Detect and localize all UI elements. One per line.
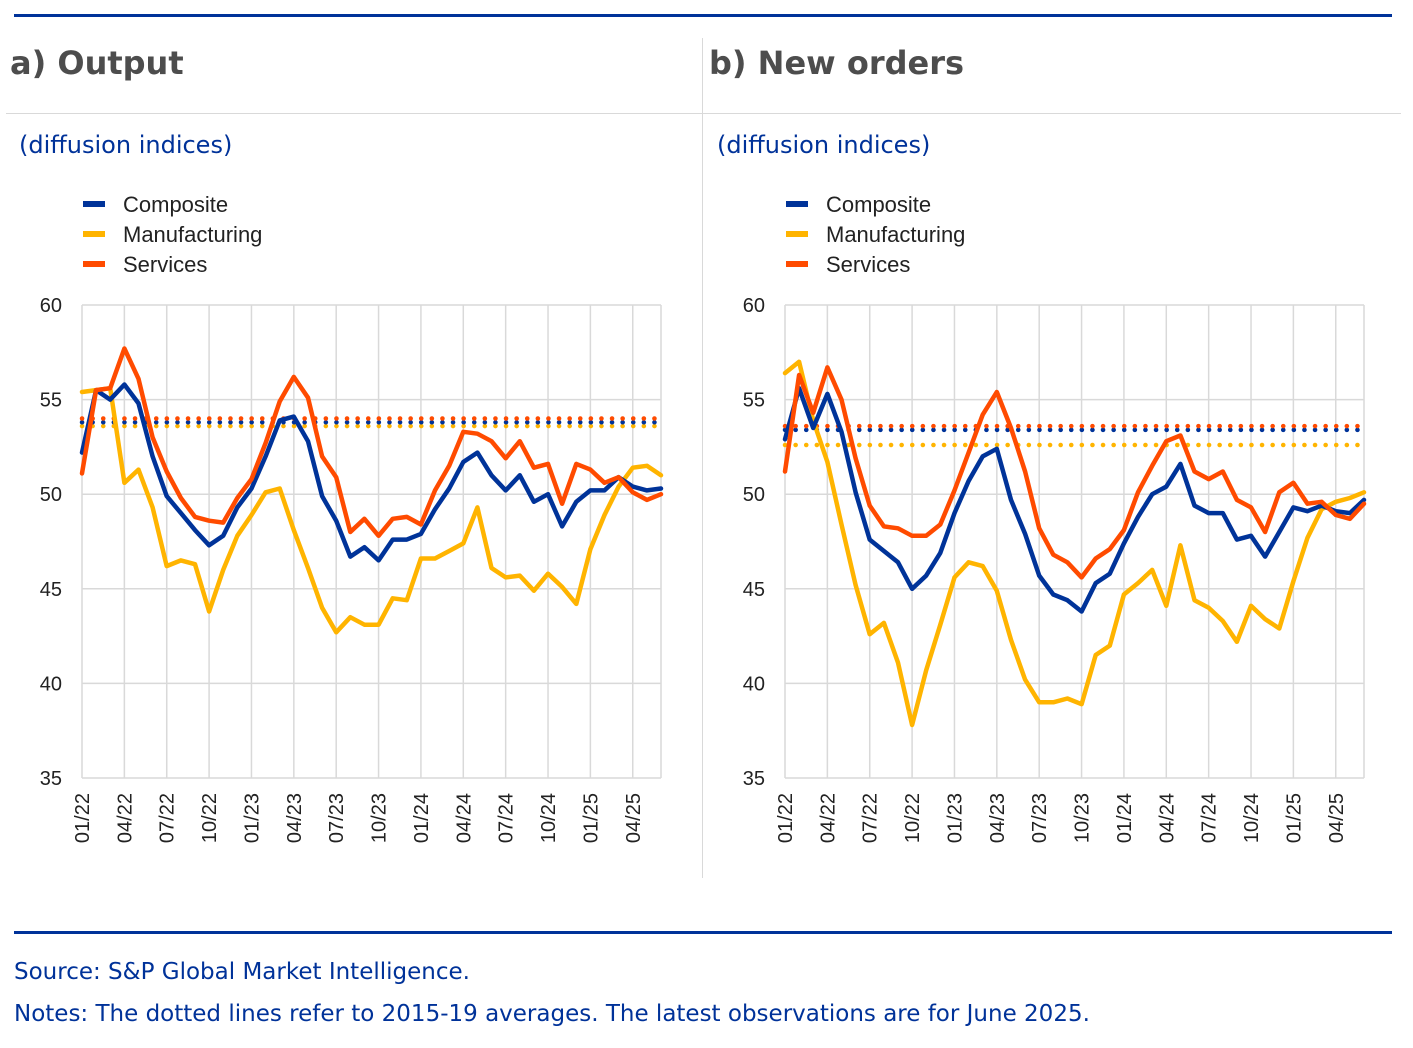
x-tick-label: 10/22: [902, 793, 924, 843]
x-tick-label: 10/23: [1072, 793, 1094, 843]
panel-title-new-orders: b) New orders: [709, 44, 965, 82]
x-tick-label: 01/22: [72, 793, 94, 843]
x-tick-label: 01/22: [775, 793, 797, 843]
y-tick-label: 55: [40, 390, 62, 412]
x-tick-label: 07/23: [1029, 793, 1051, 843]
x-tick-label: 01/25: [580, 793, 602, 843]
legend-swatch-composite: [786, 201, 808, 207]
x-tick-label: 01/23: [944, 793, 966, 843]
output-chart: Composite Manufacturing Services 60 55 50 45 40…: [40, 192, 664, 843]
y-tick-label: 40: [743, 673, 765, 695]
legend-swatch-composite: [83, 201, 105, 207]
x-tick-label: 10/24: [538, 793, 560, 843]
y-tick-label: 50: [743, 484, 765, 506]
top-rule: [14, 14, 1392, 17]
panel-divider-left: [6, 113, 702, 114]
legend-label-services: Services: [123, 252, 207, 277]
series-line-services: [79, 346, 664, 539]
notes-text: Notes: The dotted lines refer to 2015-19…: [14, 1001, 1090, 1027]
y-tick-label: 60: [743, 295, 765, 317]
bottom-rule: [14, 931, 1392, 934]
x-tick-label: 04/22: [817, 793, 839, 843]
y-tick-label: 35: [743, 768, 765, 790]
x-tick-label: 04/25: [1326, 793, 1348, 843]
x-tick-label: 07/24: [496, 793, 518, 843]
x-tick-label: 01/23: [241, 793, 263, 843]
x-tick-label: 07/24: [1199, 793, 1221, 843]
x-tick-label: 04/23: [987, 793, 1009, 843]
y-tick-label: 45: [743, 579, 765, 601]
new-orders-chart: Composite Manufacturing Services 60 55 50 45 40…: [743, 192, 1367, 843]
legend-label-services: Services: [826, 252, 910, 277]
y-tick-label: 40: [40, 673, 62, 695]
y-tick-label: 60: [40, 295, 62, 317]
x-tick-label: 04/24: [453, 793, 475, 843]
x-tick-label: 01/25: [1283, 793, 1305, 843]
x-tick-label: 07/22: [860, 793, 882, 843]
series-line-services: [782, 365, 1367, 580]
x-tick-label: 01/24: [1114, 793, 1136, 843]
x-tick-label: 10/24: [1241, 793, 1263, 843]
y-tick-label: 55: [743, 390, 765, 412]
series-line-composite: [79, 382, 664, 563]
legend-swatch-services: [83, 261, 105, 267]
x-tick-label: 07/22: [157, 793, 179, 843]
legend-swatch-services: [786, 261, 808, 267]
x-tick-label: 10/22: [199, 793, 221, 843]
series-line-composite: [782, 385, 1367, 614]
legend-label-manufacturing: Manufacturing: [123, 222, 262, 247]
panel-vertical-divider: [702, 38, 703, 878]
series-line-manufacturing: [79, 385, 664, 635]
subtitle-output: (diffusion indices): [19, 131, 233, 159]
legend-label-manufacturing: Manufacturing: [826, 222, 965, 247]
legend-label-composite: Composite: [826, 192, 931, 217]
series-line-manufacturing: [782, 359, 1367, 728]
x-tick-label: 04/23: [284, 793, 306, 843]
legend-label-composite: Composite: [123, 192, 228, 217]
subtitle-new-orders: (diffusion indices): [717, 131, 931, 159]
legend-swatch-manufacturing: [786, 231, 808, 237]
x-tick-label: 04/22: [114, 793, 136, 843]
x-tick-label: 01/24: [411, 793, 433, 843]
panel-divider-right: [703, 113, 1401, 114]
x-tick-label: 10/23: [369, 793, 391, 843]
x-tick-label: 04/24: [1156, 793, 1178, 843]
x-tick-label: 04/25: [623, 793, 645, 843]
panel-title-output: a) Output: [10, 44, 184, 82]
y-tick-label: 50: [40, 484, 62, 506]
x-tick-label: 07/23: [326, 793, 348, 843]
source-note: Source: S&P Global Market Intelligence.: [14, 959, 470, 985]
y-tick-label: 45: [40, 579, 62, 601]
y-tick-label: 35: [40, 768, 62, 790]
legend-swatch-manufacturing: [83, 231, 105, 237]
